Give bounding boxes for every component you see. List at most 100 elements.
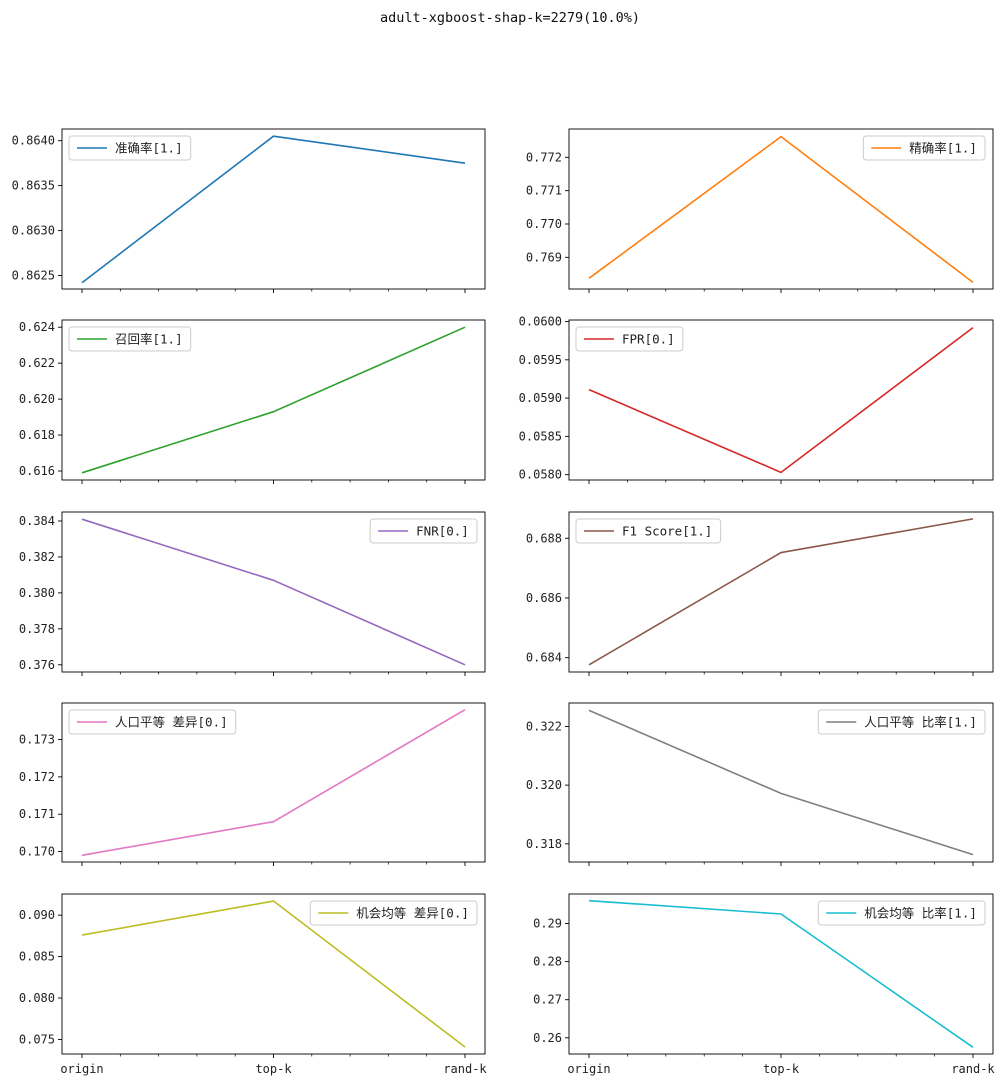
y-tick-label: 0.0580 (519, 468, 562, 482)
series-line-1 (81, 709, 466, 857)
legend-label: 准确率[1.] (115, 141, 183, 156)
legend-label: FPR[0.] (622, 332, 675, 347)
x-tick-label: top-k (255, 1062, 292, 1076)
y-tick-label: 0.772 (526, 150, 562, 164)
y-tick-label: 0.624 (19, 320, 55, 334)
series-line-1 (588, 327, 974, 474)
y-tick-label: 0.26 (533, 1031, 562, 1045)
y-tick-label: 0.0585 (519, 429, 562, 443)
y-tick-label: 0.171 (19, 807, 55, 821)
y-tick-label: 0.318 (526, 837, 562, 851)
legend-box (309, 900, 478, 926)
y-tick-label: 0.622 (19, 356, 55, 370)
legend-box (68, 326, 192, 352)
y-tick-label: 0.686 (526, 591, 562, 605)
axes-frame (568, 511, 994, 673)
series-line-1 (588, 135, 974, 283)
y-tick-label: 0.28 (533, 955, 562, 969)
x-tick-label: origin (60, 1062, 103, 1076)
legend-label: 人口平等 比率[1.] (864, 715, 977, 730)
legend-box (575, 518, 722, 544)
y-tick-label: 0.376 (19, 658, 55, 672)
y-tick-label: 0.620 (19, 392, 55, 406)
figure-title: adult-xgboost-shap-k=2279(10.0%) (380, 10, 640, 26)
legend-box (369, 518, 478, 544)
y-tick-label: 0.688 (526, 531, 562, 545)
legend-box (68, 135, 192, 161)
legend-box (862, 135, 986, 161)
legend-label: 人口平等 差异[0.] (115, 715, 228, 730)
y-tick-label: 0.769 (526, 250, 562, 264)
y-tick-label: 0.172 (19, 770, 55, 784)
axes-frame (61, 893, 486, 1055)
y-tick-label: 0.27 (533, 993, 562, 1007)
y-tick-label: 0.322 (526, 719, 562, 733)
y-tick-label: 0.8630 (12, 224, 55, 238)
y-tick-label: 0.0600 (519, 315, 562, 329)
subplot-3: 0.616 0.618 0.620 0.622 0.624 召回率[1.] (19, 319, 486, 484)
y-tick-label: 0.380 (19, 586, 55, 600)
y-tick-label: 0.085 (19, 950, 55, 964)
axes-frame (61, 511, 486, 673)
legend-label: 机会均等 差异[0.] (356, 906, 469, 921)
x-tick-label: origin (567, 1062, 610, 1076)
axes-frame (568, 128, 994, 290)
subplot-9: 0.075 0.080 0.085 0.090 origin top-k rand-k 机会均… (19, 893, 487, 1076)
y-tick-label: 0.8635 (12, 179, 55, 193)
series-line-1 (588, 709, 974, 856)
legend-box (817, 900, 986, 926)
axes-frame (568, 319, 994, 481)
y-tick-label: 0.0590 (519, 391, 562, 405)
y-tick-label: 0.616 (19, 464, 55, 478)
y-tick-label: 0.090 (19, 908, 55, 922)
subplot-grid: 0.8625 0.8630 0.8635 0.8640 准确率[1.] 0.769 0.77… (12, 128, 995, 1076)
subplot-5: 0.376 0.378 0.380 0.382 0.384 FNR[0.] (19, 511, 486, 676)
y-tick-label: 0.170 (19, 845, 55, 859)
y-tick-label: 0.0595 (519, 353, 562, 367)
subplot-2: 0.769 0.770 0.771 0.772 精确率[1.] (526, 128, 994, 293)
subplot-1: 0.8625 0.8630 0.8635 0.8640 准确率[1.] (12, 128, 486, 293)
y-tick-label: 0.384 (19, 514, 55, 528)
y-tick-label: 0.378 (19, 622, 55, 636)
series-line-1 (588, 899, 974, 1048)
legend-label: 召回率[1.] (115, 332, 183, 347)
subplot-8: 0.318 0.320 0.322 人口平等 比率[1.] (526, 702, 994, 866)
x-tick-label: rand-k (951, 1062, 995, 1076)
legend-box (68, 709, 237, 735)
y-tick-label: 0.684 (526, 651, 562, 665)
subplot-7: 0.170 0.171 0.172 0.173 人口平等 差异[0.] (19, 702, 486, 866)
y-tick-label: 0.771 (526, 184, 562, 198)
legend-label: F1 Score[1.] (622, 524, 712, 539)
legend-box (817, 709, 986, 735)
series-line-1 (81, 135, 466, 284)
series-line-1 (588, 518, 974, 666)
axes-frame (61, 128, 486, 290)
series-line-1 (81, 900, 466, 1048)
y-tick-label: 0.8640 (12, 134, 55, 148)
subplot-10: 0.26 0.27 0.28 0.29 origin top-k rand-k 机会均等 比率… (533, 893, 995, 1076)
axes-frame (61, 702, 486, 863)
legend-box (575, 326, 684, 352)
axes-frame (61, 319, 486, 481)
series-line-1 (81, 326, 466, 474)
axes-frame (568, 702, 994, 863)
subplot-4: 0.0580 0.0585 0.0590 0.0595 0.0600 FPR[0.] (519, 315, 994, 484)
y-tick-label: 0.382 (19, 550, 55, 564)
series-line-1 (81, 518, 466, 666)
y-tick-label: 0.770 (526, 217, 562, 231)
axes-frame (568, 893, 994, 1055)
y-tick-label: 0.080 (19, 991, 55, 1005)
y-tick-label: 0.320 (526, 778, 562, 792)
legend-label: FNR[0.] (416, 524, 469, 539)
y-tick-label: 0.618 (19, 428, 55, 442)
legend-label: 精确率[1.] (909, 141, 977, 156)
y-tick-label: 0.075 (19, 1032, 55, 1046)
y-tick-label: 0.8625 (12, 269, 55, 283)
y-tick-label: 0.29 (533, 917, 562, 931)
subplot-6: 0.684 0.686 0.688 F1 Score[1.] (526, 511, 994, 676)
x-tick-label: rand-k (443, 1062, 487, 1076)
legend-label: 机会均等 比率[1.] (864, 906, 977, 921)
x-tick-label: top-k (763, 1062, 800, 1076)
y-tick-label: 0.173 (19, 733, 55, 747)
